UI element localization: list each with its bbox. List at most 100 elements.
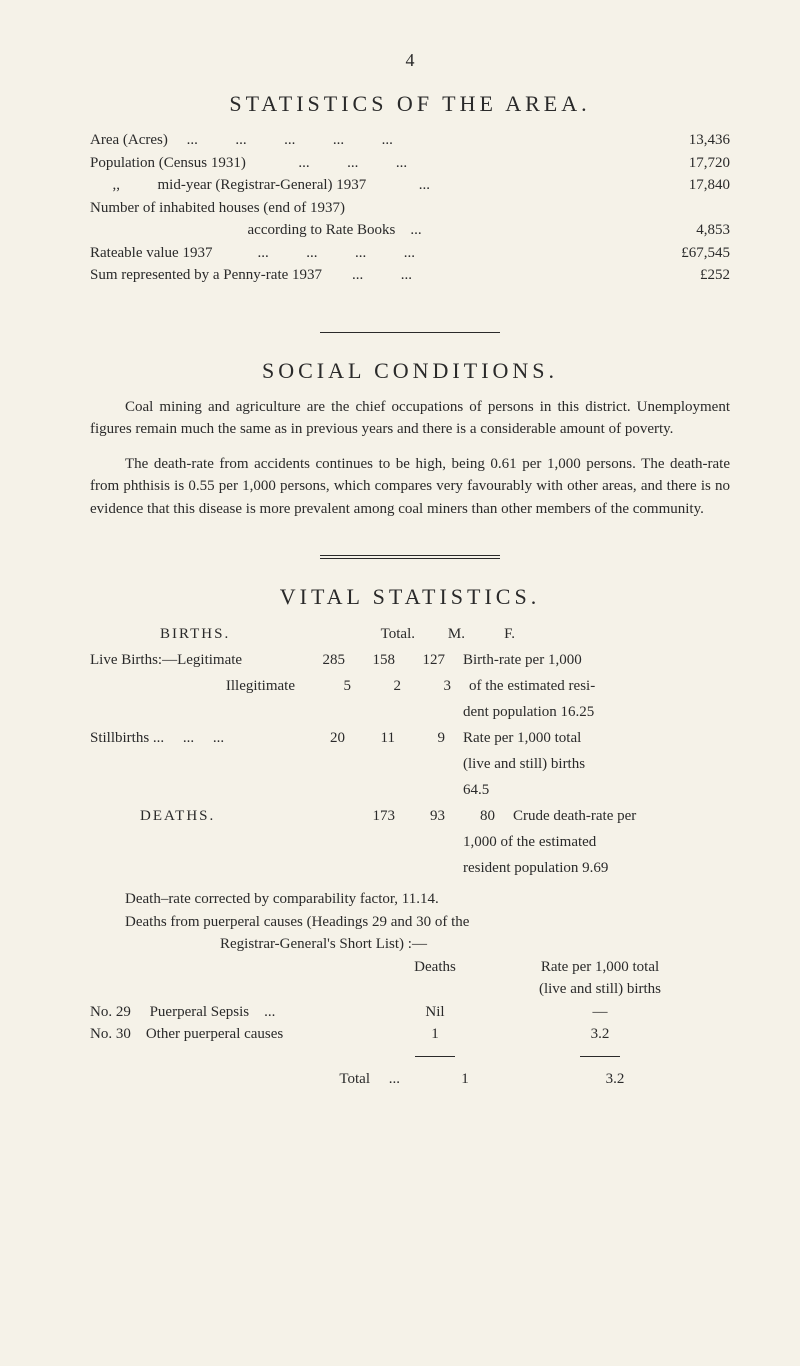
vital-row: 1,000 of the estimated (90, 830, 730, 854)
vital-label (90, 700, 295, 724)
vital-value (295, 700, 345, 724)
vital-row: (live and still) births (90, 752, 730, 776)
stat-label: Sum represented by a Penny-rate 1937 ...… (90, 264, 650, 287)
vital-value: 80 (445, 804, 495, 828)
row-value: 3.2 (500, 1068, 730, 1091)
total-row: Total ... 1 3.2 (90, 1068, 730, 1091)
vital-label: Illegitimate (90, 674, 301, 698)
row-value: — (470, 1001, 730, 1024)
row-label: No. 29 Puerperal Sepsis ... (90, 1001, 400, 1024)
label: Total ... (339, 1071, 400, 1087)
vital-header-row: BIRTHS. Total. M. F. (90, 622, 730, 646)
stat-row: Area (Acres) ... ... ... ... ... 13,436 (90, 129, 730, 152)
stat-label: ,, mid-year (Registrar-General) 1937 ... (90, 174, 650, 197)
vital-value: 20 (295, 726, 345, 750)
vital-note: 1,000 of the estimated (445, 830, 730, 854)
vital-label: Live Births:—Legitimate (90, 648, 295, 672)
paragraph: The death-rate from accidents continues … (90, 453, 730, 521)
stat-value: 17,840 (650, 174, 730, 197)
vital-value: 285 (295, 648, 345, 672)
text-line: Deaths from puerperal causes (Headings 2… (90, 911, 730, 934)
document-page: 4 STATISTICS OF THE AREA. Area (Acres) .… (0, 0, 800, 1131)
row-value: Nil (400, 1001, 470, 1024)
vital-note: Rate per 1,000 total (445, 726, 730, 750)
row-value: 1 (430, 1068, 500, 1091)
vital-value (395, 700, 445, 724)
double-divider (320, 555, 500, 559)
row-value: 1 (400, 1023, 470, 1046)
vital-row: dent population 16.25 (90, 700, 730, 724)
vital-value: 5 (301, 674, 351, 698)
vital-value: 11 (345, 726, 395, 750)
vital-row: Stillbirths ... ... ... 20 11 9 Rate per… (90, 726, 730, 750)
row-label: No. 30 Other puerperal causes (90, 1023, 400, 1046)
stat-row: ,, mid-year (Registrar-General) 1937 ...… (90, 174, 730, 197)
vital-note: Birth-rate per 1,000 (445, 648, 730, 672)
stat-row: according to Rate Books ... 4,853 (90, 219, 730, 242)
stat-value: 4,853 (650, 219, 730, 242)
label: Illegitimate (226, 678, 295, 694)
vital-row: Illegitimate 5 2 3 of the estimated resi… (90, 674, 730, 698)
stat-label: Rateable value 1937 ... ... ... ... (90, 242, 650, 265)
rule-row (90, 1046, 730, 1069)
vital-note: Crude death-rate per (495, 804, 730, 828)
col-heading: Deaths (400, 956, 470, 979)
vital-note: dent population 16.25 (445, 700, 730, 724)
stat-label: Number of inhabited houses (end of 1937) (90, 197, 650, 220)
paragraph: Coal mining and agriculture are the chie… (90, 396, 730, 441)
col-heading: Total. (365, 622, 415, 646)
stat-value: 17,720 (650, 152, 730, 175)
vital-value: 2 (351, 674, 401, 698)
col-heading: (live and still) births (470, 978, 730, 1001)
row-value: 3.2 (470, 1023, 730, 1046)
stat-value: £252 (650, 264, 730, 287)
vital-value: 158 (345, 648, 395, 672)
vital-value (345, 700, 395, 724)
vital-value: 173 (345, 804, 395, 828)
col-heading: F. (465, 622, 515, 646)
births-heading: BIRTHS. (90, 622, 365, 646)
vital-note: of the estimated resi- (451, 674, 730, 698)
vital-row: resident population 9.69 (90, 856, 730, 880)
stat-value: £67,545 (650, 242, 730, 265)
stat-label: according to Rate Books ... (90, 219, 650, 242)
bottom-section: Death–rate corrected by comparability fa… (90, 888, 730, 1091)
text-line: Registrar-General's Short List) :— (90, 933, 730, 956)
deaths-heading: DEATHS. (90, 804, 345, 828)
page-number: 4 (90, 50, 730, 71)
stat-label: Population (Census 1931) ... ... ... (90, 152, 650, 175)
vital-value: 3 (401, 674, 451, 698)
bottom-row: No. 29 Puerperal Sepsis ... Nil — (90, 1001, 730, 1024)
vital-table: BIRTHS. Total. M. F. Live Births:—Legiti… (90, 622, 730, 880)
vital-row: 64.5 (90, 778, 730, 802)
stats-block: Area (Acres) ... ... ... ... ... 13,436 … (90, 129, 730, 287)
stat-row: Number of inhabited houses (end of 1937) (90, 197, 730, 220)
vital-value: 9 (395, 726, 445, 750)
col-heading: Rate per 1,000 total (470, 956, 730, 979)
stat-value: 13,436 (650, 129, 730, 152)
vital-value: 93 (395, 804, 445, 828)
stat-row: Sum represented by a Penny-rate 1937 ...… (90, 264, 730, 287)
text-line: Death–rate corrected by comparability fa… (90, 888, 730, 911)
bottom-row: No. 30 Other puerperal causes 1 3.2 (90, 1023, 730, 1046)
stat-row: Rateable value 1937 ... ... ... ... £67,… (90, 242, 730, 265)
vital-value: 127 (395, 648, 445, 672)
stat-value (650, 197, 730, 220)
vital-row: Live Births:—Legitimate 285 158 127 Birt… (90, 648, 730, 672)
col-heading: M. (415, 622, 465, 646)
stats-title: STATISTICS OF THE AREA. (90, 91, 730, 117)
rule (580, 1056, 620, 1057)
rule (415, 1056, 455, 1057)
label: BIRTHS. (160, 626, 230, 642)
vital-note: (live and still) births (445, 752, 730, 776)
vital-label: Stillbirths ... ... ... (90, 726, 295, 750)
row-label: Total ... (90, 1068, 430, 1091)
bottom-header: (live and still) births (90, 978, 730, 1001)
divider (320, 332, 500, 333)
stat-label: Area (Acres) ... ... ... ... ... (90, 129, 650, 152)
vital-row: DEATHS. 173 93 80 Crude death-rate per (90, 804, 730, 828)
social-title: SOCIAL CONDITIONS. (90, 358, 730, 384)
vital-note: resident population 9.69 (445, 856, 730, 880)
vital-title: VITAL STATISTICS. (90, 584, 730, 610)
bottom-header: Deaths Rate per 1,000 total (90, 956, 730, 979)
